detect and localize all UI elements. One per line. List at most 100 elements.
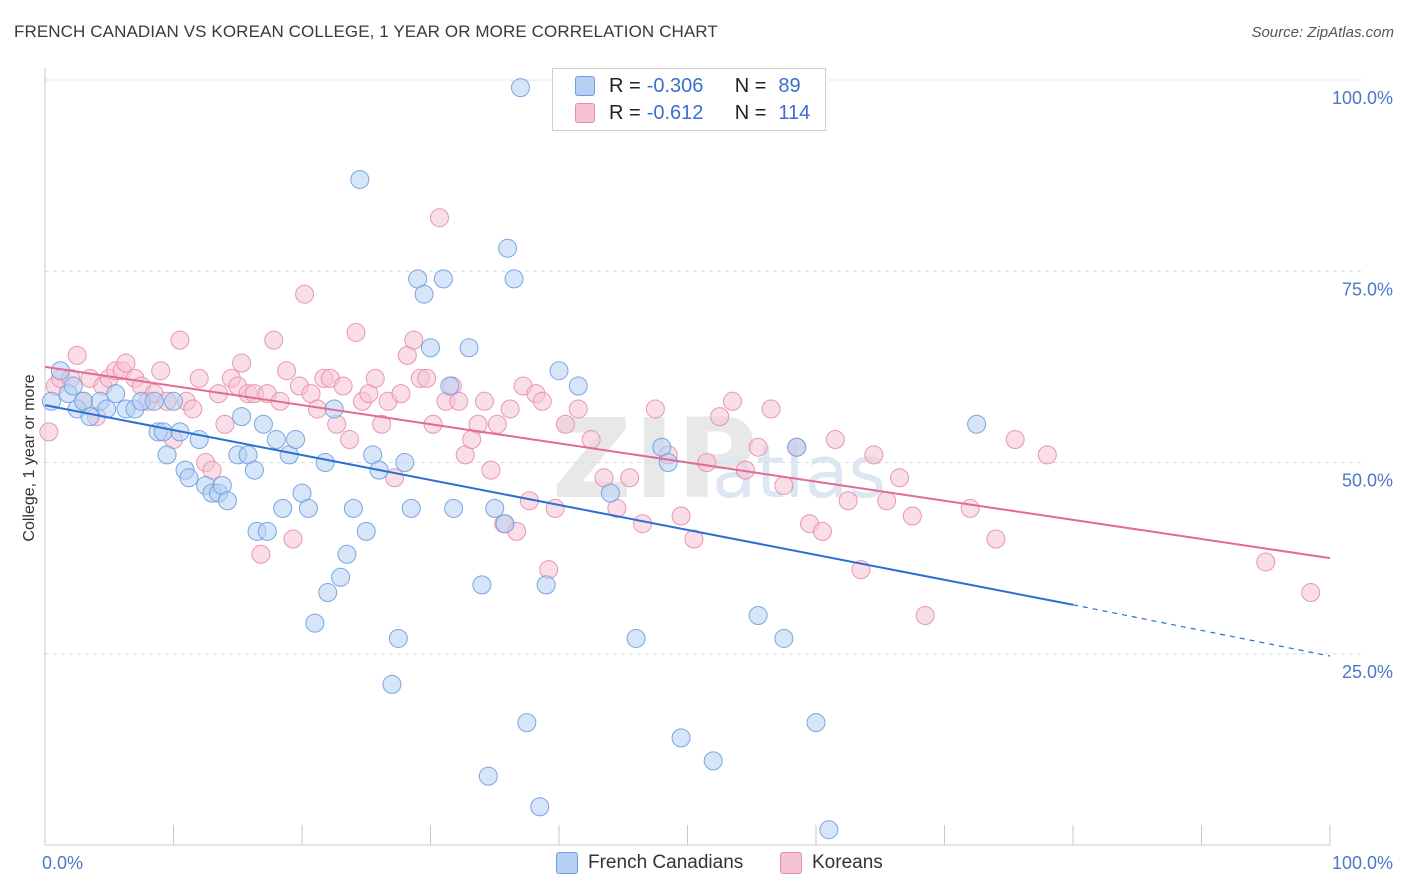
data-point — [253, 414, 273, 434]
data-point — [144, 391, 164, 411]
data-point — [391, 384, 411, 404]
series-legend-koreans[interactable]: Koreans — [780, 852, 883, 874]
data-point — [864, 445, 884, 465]
data-point — [986, 529, 1006, 549]
data-point — [761, 399, 781, 419]
data-point — [286, 430, 306, 450]
data-point — [536, 575, 556, 595]
legend-n-label: N = — [734, 74, 767, 97]
data-point — [485, 498, 505, 518]
data-point — [530, 797, 550, 817]
data-point — [433, 269, 453, 289]
data-point — [697, 453, 717, 472]
legend-swatch-blue — [575, 76, 595, 96]
trend-line-koreans — [44, 365, 1331, 560]
data-point — [774, 475, 794, 495]
data-point — [474, 391, 494, 411]
data-point — [350, 169, 370, 189]
legend-row-french-canadians: R = -0.306 N = 89 — [575, 73, 801, 99]
data-point — [346, 322, 366, 342]
data-point — [251, 544, 271, 564]
data-point — [549, 361, 569, 381]
data-point — [890, 468, 910, 488]
data-point — [748, 437, 768, 457]
data-point — [244, 460, 264, 480]
data-point — [671, 728, 691, 748]
data-point — [498, 238, 518, 258]
data-point — [333, 376, 353, 396]
data-point — [331, 567, 351, 587]
data-point — [620, 468, 640, 488]
data-point — [257, 521, 277, 541]
series-legend-french-canadians[interactable]: French Canadians — [556, 852, 743, 874]
data-point — [414, 284, 434, 304]
data-point — [633, 514, 653, 534]
data-point — [170, 330, 190, 350]
data-point — [421, 338, 440, 358]
data-point — [151, 361, 171, 381]
data-point — [478, 766, 498, 786]
trend-line-french-canadians — [44, 404, 1074, 606]
series-legend-label: Koreans — [812, 852, 883, 873]
data-point — [372, 414, 392, 434]
data-point — [915, 606, 935, 625]
data-point — [189, 368, 209, 388]
correlation-legend: R = -0.306 N = 89 R = -0.612 N = 114 — [552, 68, 826, 131]
data-point — [340, 430, 360, 450]
y-tick-label: 25.0% — [1342, 662, 1393, 682]
data-point — [806, 713, 826, 733]
series-legend: French Canadians Koreans — [0, 852, 1406, 878]
legend-n-label: N = — [734, 101, 767, 124]
data-point — [215, 414, 235, 434]
data-point — [838, 491, 858, 511]
series-legend-label: French Canadians — [588, 852, 744, 873]
data-point — [315, 453, 335, 472]
data-point — [960, 498, 980, 518]
data-point — [365, 368, 385, 388]
data-point — [232, 353, 252, 373]
data-point — [819, 820, 839, 840]
data-point — [153, 422, 173, 442]
data-point — [232, 407, 252, 427]
data-point — [459, 338, 479, 358]
data-point — [504, 269, 524, 289]
data-point — [217, 491, 237, 511]
data-point — [305, 613, 325, 633]
data-point — [382, 674, 402, 694]
legend-swatch-pink — [780, 852, 802, 874]
data-point — [902, 506, 922, 526]
data-point — [157, 445, 177, 465]
data-point — [468, 414, 488, 434]
data-point — [568, 376, 588, 396]
data-point — [264, 330, 284, 350]
data-point — [356, 521, 376, 541]
data-point — [532, 391, 552, 411]
data-point — [626, 628, 646, 648]
data-point — [440, 376, 460, 396]
data-point — [417, 368, 437, 388]
source-label: Source: ZipAtlas.com — [1251, 24, 1394, 41]
data-point — [273, 498, 293, 518]
data-point — [388, 628, 408, 648]
data-point — [825, 430, 845, 450]
data-point — [67, 345, 87, 365]
legend-swatch-pink — [575, 103, 595, 123]
data-point — [449, 391, 469, 411]
data-point — [495, 514, 515, 534]
chart-title: FRENCH CANADIAN VS KOREAN COLLEGE, 1 YEA… — [14, 22, 718, 41]
data-point — [164, 391, 183, 411]
data-point — [116, 353, 136, 373]
trend-line-extension — [1072, 604, 1331, 657]
data-point — [500, 399, 520, 419]
data-point — [645, 399, 665, 419]
data-point — [318, 583, 338, 603]
data-point — [703, 751, 723, 771]
y-tick-label: 100.0% — [1332, 88, 1393, 108]
data-point — [481, 460, 501, 480]
data-point — [63, 376, 83, 396]
data-point — [1301, 583, 1321, 603]
data-point — [748, 606, 768, 625]
data-point — [581, 430, 601, 450]
data-point — [404, 330, 424, 350]
